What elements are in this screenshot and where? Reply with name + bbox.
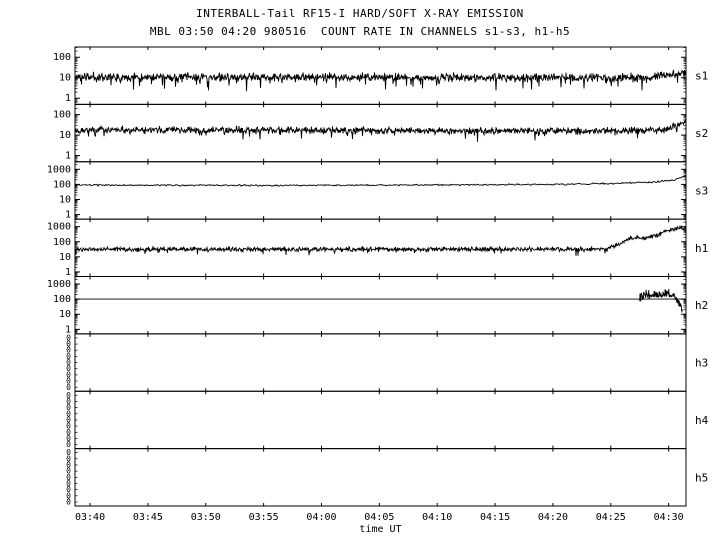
ytick-label-h3: 0 (66, 333, 71, 342)
series-h1-0 (74, 224, 687, 256)
ytick-label-h3: 0 (66, 383, 71, 392)
panel-s2: 100 10 1 s2 (53, 103, 708, 163)
ytick-label-h5: 0 (66, 454, 71, 463)
ytick-label-s1: 100 (53, 52, 71, 63)
ytick-label-h4: 0 (66, 391, 71, 400)
panel-frame-s3 (74, 161, 687, 220)
ytick-label-h4: 0 (66, 415, 71, 424)
xtick-label: 03:50 (191, 512, 221, 523)
ytick-label-h5: 0 (66, 485, 71, 494)
xtick-label: 04:20 (538, 512, 568, 523)
ytick-label-h3: 0 (66, 352, 71, 361)
ytick-label-s1: 10 (59, 73, 71, 84)
xtick-label: 04:25 (596, 512, 626, 523)
ytick-label-h1: 10 (59, 252, 71, 263)
panel-label-h4: h4 (695, 414, 709, 427)
panel-label-s2: s2 (695, 127, 708, 140)
ytick-label-h5: 0 (66, 473, 71, 482)
ytick-label-h2: 100 (53, 294, 71, 305)
ytick-label-h1: 1000 (47, 222, 71, 233)
panel-h1: 1000 100 10 1 h1 (47, 218, 708, 278)
series-s1-0 (74, 69, 687, 92)
xtick-label: 04:15 (480, 512, 510, 523)
xtick-label: 03:40 (75, 512, 105, 523)
ytick-label-h2: 10 (59, 309, 71, 320)
ytick-label-s2: 100 (53, 110, 71, 121)
ytick-label-h3: 0 (66, 346, 71, 355)
panel-frame-h2 (74, 276, 687, 335)
ytick-label-h3: 0 (66, 370, 71, 379)
xtick-label: 04:00 (306, 512, 336, 523)
ytick-label-s3: 100 (53, 179, 71, 190)
ytick-label-s2: 1 (65, 151, 71, 162)
ytick-label-h4: 0 (66, 440, 71, 449)
ytick-label-h4: 0 (66, 397, 71, 406)
ytick-label-h3: 0 (66, 377, 71, 386)
ytick-label-h4: 0 (66, 409, 71, 418)
series-s2-0 (74, 119, 687, 142)
ytick-label-s1: 1 (65, 93, 71, 104)
chart-subtitle: MBL 03:50 04:20 980516 COUNT RATE IN CHA… (149, 25, 571, 38)
ytick-label-h5: 0 (66, 479, 71, 488)
panel-s3: 1000 100 10 1 s3 (47, 161, 708, 221)
ytick-label-h5: 0 (66, 498, 71, 507)
xtick-label: 03:55 (249, 512, 279, 523)
ytick-label-h2: 1000 (47, 279, 71, 290)
ytick-label-s3: 10 (59, 194, 71, 205)
ytick-label-h5: 0 (66, 467, 71, 476)
ytick-label-h1: 100 (53, 237, 71, 248)
ytick-label-h2: 1 (65, 324, 71, 335)
panel-label-h2: h2 (695, 299, 708, 312)
ytick-label-s3: 1000 (47, 164, 71, 175)
xtick-label: 04:05 (364, 512, 394, 523)
ytick-label-h5: 0 (66, 460, 71, 469)
ytick-label-h3: 0 (66, 340, 71, 349)
panel-frame-h5 (74, 448, 687, 507)
ytick-label-h1: 1 (65, 267, 71, 278)
ytick-label-h4: 0 (66, 403, 71, 412)
panel-label-h5: h5 (695, 471, 708, 484)
panel-label-h1: h1 (695, 242, 708, 255)
xtick-label: 04:30 (654, 512, 684, 523)
panel-h2: 1000 100 10 1 h2 (47, 276, 708, 335)
panel-label-s3: s3 (695, 184, 708, 197)
ytick-label-h4: 0 (66, 434, 71, 443)
ytick-label-h4: 0 (66, 428, 71, 437)
panel-label-h3: h3 (695, 357, 708, 370)
xtick-label: 04:10 (422, 512, 452, 523)
panel-frame-h4 (74, 390, 687, 450)
panel-label-s1: s1 (695, 70, 708, 83)
ytick-label-h3: 0 (66, 364, 71, 373)
x-axis-label: time UT (359, 524, 402, 535)
xtick-label: 03:45 (133, 512, 163, 523)
ytick-label-s2: 10 (59, 130, 71, 141)
chart-title: INTERBALL-Tail RF15-I HARD/SOFT X-RAY EM… (196, 7, 524, 20)
ytick-label-s3: 1 (65, 210, 71, 221)
panel-frame-h3 (74, 333, 687, 392)
series-h2-1 (639, 288, 683, 314)
ytick-label-h4: 0 (66, 422, 71, 431)
panel-s1: 100 10 1 s1 (53, 46, 708, 105)
ytick-label-h5: 0 (66, 491, 71, 500)
ytick-label-h3: 0 (66, 358, 71, 367)
series-s3-0 (74, 175, 687, 187)
ytick-label-h5: 0 (66, 448, 71, 457)
